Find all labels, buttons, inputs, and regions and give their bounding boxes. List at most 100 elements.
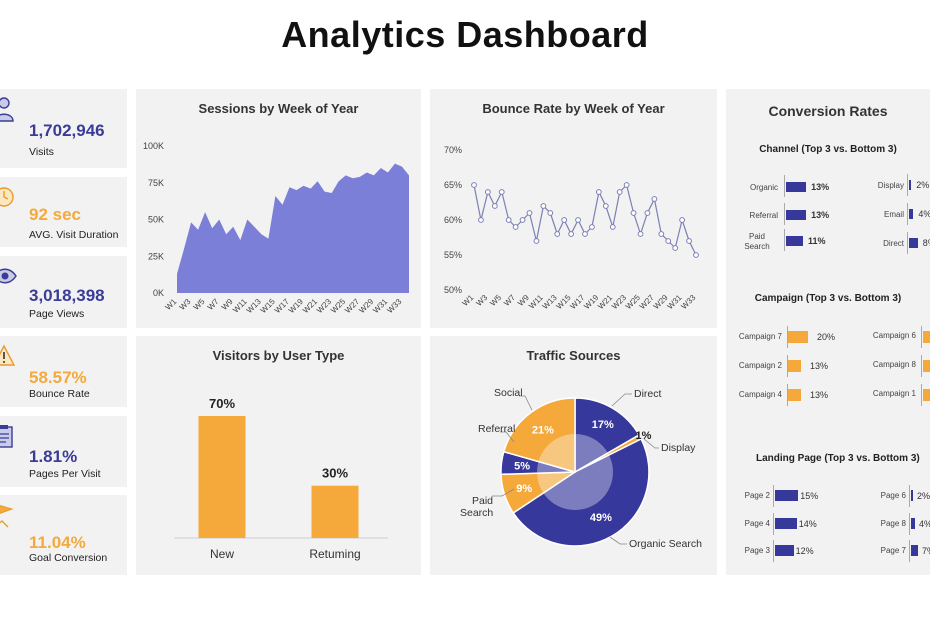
- landing-bar: [775, 518, 797, 529]
- bounce-point: [630, 210, 637, 216]
- traffic-chart-title: Traffic Sources: [526, 348, 621, 363]
- channel-bar: [909, 238, 918, 248]
- traffic-pie-chart: 17% 1% 49% 9% 5% 21% Direct Display Organic Sear…: [460, 387, 702, 550]
- landing-bar: [911, 518, 915, 529]
- channel-axis-line: [907, 174, 908, 196]
- x-tick-label: W1: [164, 297, 179, 312]
- kpi-label: Pages Per Visit: [29, 468, 101, 480]
- campaign-value: 13%: [810, 390, 829, 400]
- flag-icon: [0, 505, 14, 528]
- bounce-point: [519, 217, 526, 223]
- channel-bar: [786, 210, 807, 220]
- campaign-subtitle: Campaign (Top 3 vs. Bottom 3): [754, 293, 902, 304]
- campaign-label: Campaign 2: [738, 361, 782, 370]
- y-tick-label: 50%: [444, 285, 462, 295]
- warning-icon: [0, 344, 16, 366]
- campaign-bar: [923, 360, 930, 372]
- channel-subtitle: Channel (Top 3 vs. Bottom 3): [759, 144, 897, 155]
- campaign-bar: [788, 360, 801, 372]
- channel-value: 4%: [918, 209, 930, 219]
- x-tick-label: W11: [231, 297, 249, 315]
- x-tick-label: W7: [206, 297, 221, 312]
- x-tick-label: W33: [385, 297, 403, 315]
- legend-label-paid: Paid: [472, 495, 493, 507]
- x-tick-label: W5: [192, 297, 207, 312]
- bounce-point: [693, 252, 699, 258]
- campaign-axis-line: [921, 384, 922, 406]
- channel-label: Direct: [883, 239, 904, 248]
- landing-label: Page 6: [880, 491, 906, 500]
- bounce-point: [547, 210, 554, 216]
- eye-icon: [0, 268, 17, 284]
- kpi-card-pages-per-visit: 1.81% Pages Per Visit: [0, 416, 127, 487]
- y-tick-label: 60%: [444, 215, 462, 225]
- landing-label: Page 7: [880, 546, 906, 555]
- y-tick-label: 55%: [444, 250, 462, 260]
- landing-label: Page 2: [744, 491, 770, 500]
- kpi-value: 58.57%: [29, 368, 87, 387]
- campaign-bar: [788, 331, 808, 343]
- bounce-point: [540, 203, 547, 209]
- page-title: Analytics Dashboard: [281, 14, 649, 55]
- campaign-axis-line: [921, 326, 922, 348]
- channel-bar: [909, 209, 914, 219]
- kpi-card-visit-duration: 92 sec AVG. Visit Duration: [0, 177, 127, 247]
- campaign-axis-line: [787, 355, 788, 377]
- landing-bar: [911, 545, 918, 556]
- channel-axis-line: [907, 232, 908, 254]
- kpi-card-goal-conversion: 11.04% Goal Conversion: [0, 495, 127, 575]
- bounce-point: [575, 217, 581, 223]
- kpi-label: Bounce Rate: [29, 388, 90, 400]
- campaign-bar: [923, 389, 930, 401]
- bounce-line-chart: 50%55%60%65%70%W1 W3 W5 W7 W9W11W13W15W17W19…: [444, 145, 699, 311]
- campaign-axis-line: [787, 326, 788, 348]
- channel-axis-line: [907, 203, 908, 225]
- campaign-bar: [788, 389, 801, 401]
- landing-subtitle: Landing Page (Top 3 vs. Bottom 3): [756, 453, 920, 464]
- campaign-label: Campaign 6: [872, 331, 916, 340]
- pie-slice-label: 21%: [532, 424, 554, 436]
- campaign-label: Campaign 7: [738, 332, 782, 341]
- visitor-bar: [198, 416, 246, 538]
- bounce-panel: Bounce Rate by Week of Year 50% 55% 60% 65%…: [430, 89, 717, 328]
- kpi-value: 3,018,398: [29, 286, 105, 305]
- bounce-point: [478, 217, 484, 223]
- sessions-panel: Sessions by Week of Year 0K 25K 50K 75K 100K…: [136, 89, 421, 328]
- callout-line: [492, 488, 515, 497]
- campaign-label: Campaign 1: [872, 389, 916, 398]
- kpi-card-page-views: 3,018,398 Page Views: [0, 256, 127, 328]
- channel-value: 13%: [811, 182, 830, 192]
- landing-value: 2%: [917, 491, 930, 501]
- bounce-point: [512, 224, 519, 230]
- kpi-card-bounce-rate: 58.57% Bounce Rate: [0, 336, 127, 407]
- y-tick-label: 70%: [444, 145, 462, 155]
- campaign-value: 20%: [817, 332, 836, 342]
- y-tick-label: 50K: [148, 215, 164, 225]
- bounce-point: [471, 182, 477, 188]
- visitors-panel: Visitors by User Type 70% New 30% Retuming: [136, 336, 421, 575]
- kpi-label: AVG. Visit Duration: [29, 229, 119, 241]
- bar-value-label: 30%: [322, 466, 348, 481]
- pie-slice: [502, 397, 576, 473]
- channel-axis-line: [784, 229, 785, 251]
- bounce-point: [623, 182, 630, 188]
- channel-bar: [786, 236, 804, 246]
- bounce-point: [484, 189, 491, 195]
- callout-line: [609, 536, 627, 545]
- bar-category-label: New: [210, 547, 234, 561]
- bounce-point: [582, 231, 588, 237]
- x-tick-label: W1: [461, 293, 476, 308]
- bounce-point: [672, 245, 679, 251]
- bounce-chart-title: Bounce Rate by Week of Year: [482, 101, 665, 116]
- bar-category-label: Retuming: [309, 547, 360, 561]
- sessions-area: [177, 163, 409, 293]
- bounce-point: [679, 217, 686, 223]
- traffic-panel: Traffic Sources 17% 1% 49% 9% 5% 21% Direct Dis…: [430, 336, 717, 575]
- landing-bar: [775, 545, 794, 556]
- kpi-label: Visits: [29, 146, 54, 158]
- y-tick-label: 100K: [143, 141, 164, 151]
- kpi-card-visits: 1,702,946 Visits: [0, 89, 127, 168]
- bounce-point: [561, 217, 568, 223]
- y-tick-label: 0K: [153, 288, 164, 298]
- pie-slice-label: 49%: [590, 512, 612, 524]
